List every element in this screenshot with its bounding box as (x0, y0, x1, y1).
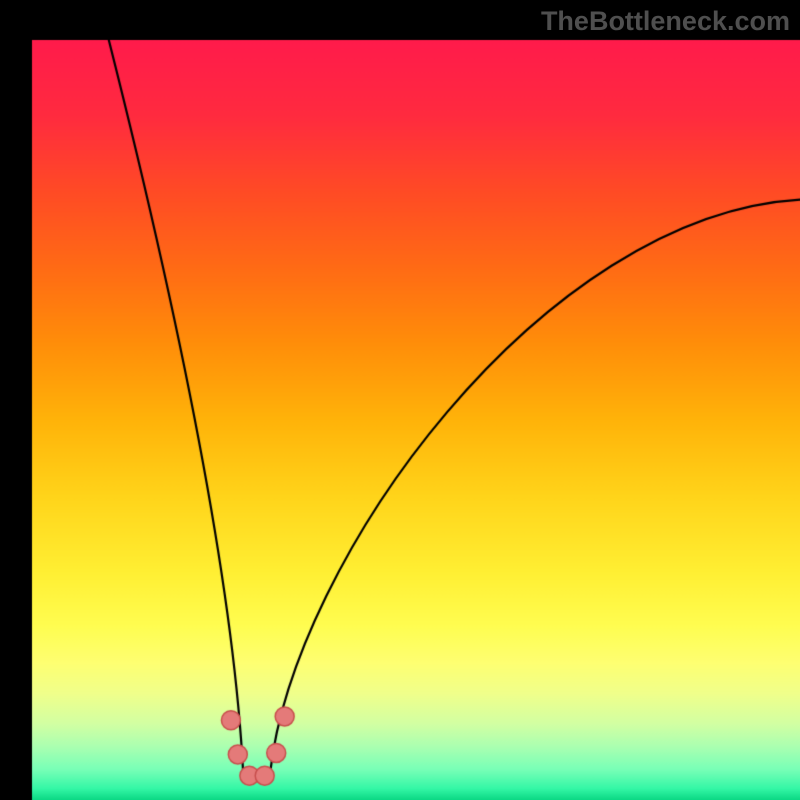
watermark-label: TheBottleneck.com (541, 6, 790, 37)
bottleneck-chart-canvas (0, 0, 800, 800)
